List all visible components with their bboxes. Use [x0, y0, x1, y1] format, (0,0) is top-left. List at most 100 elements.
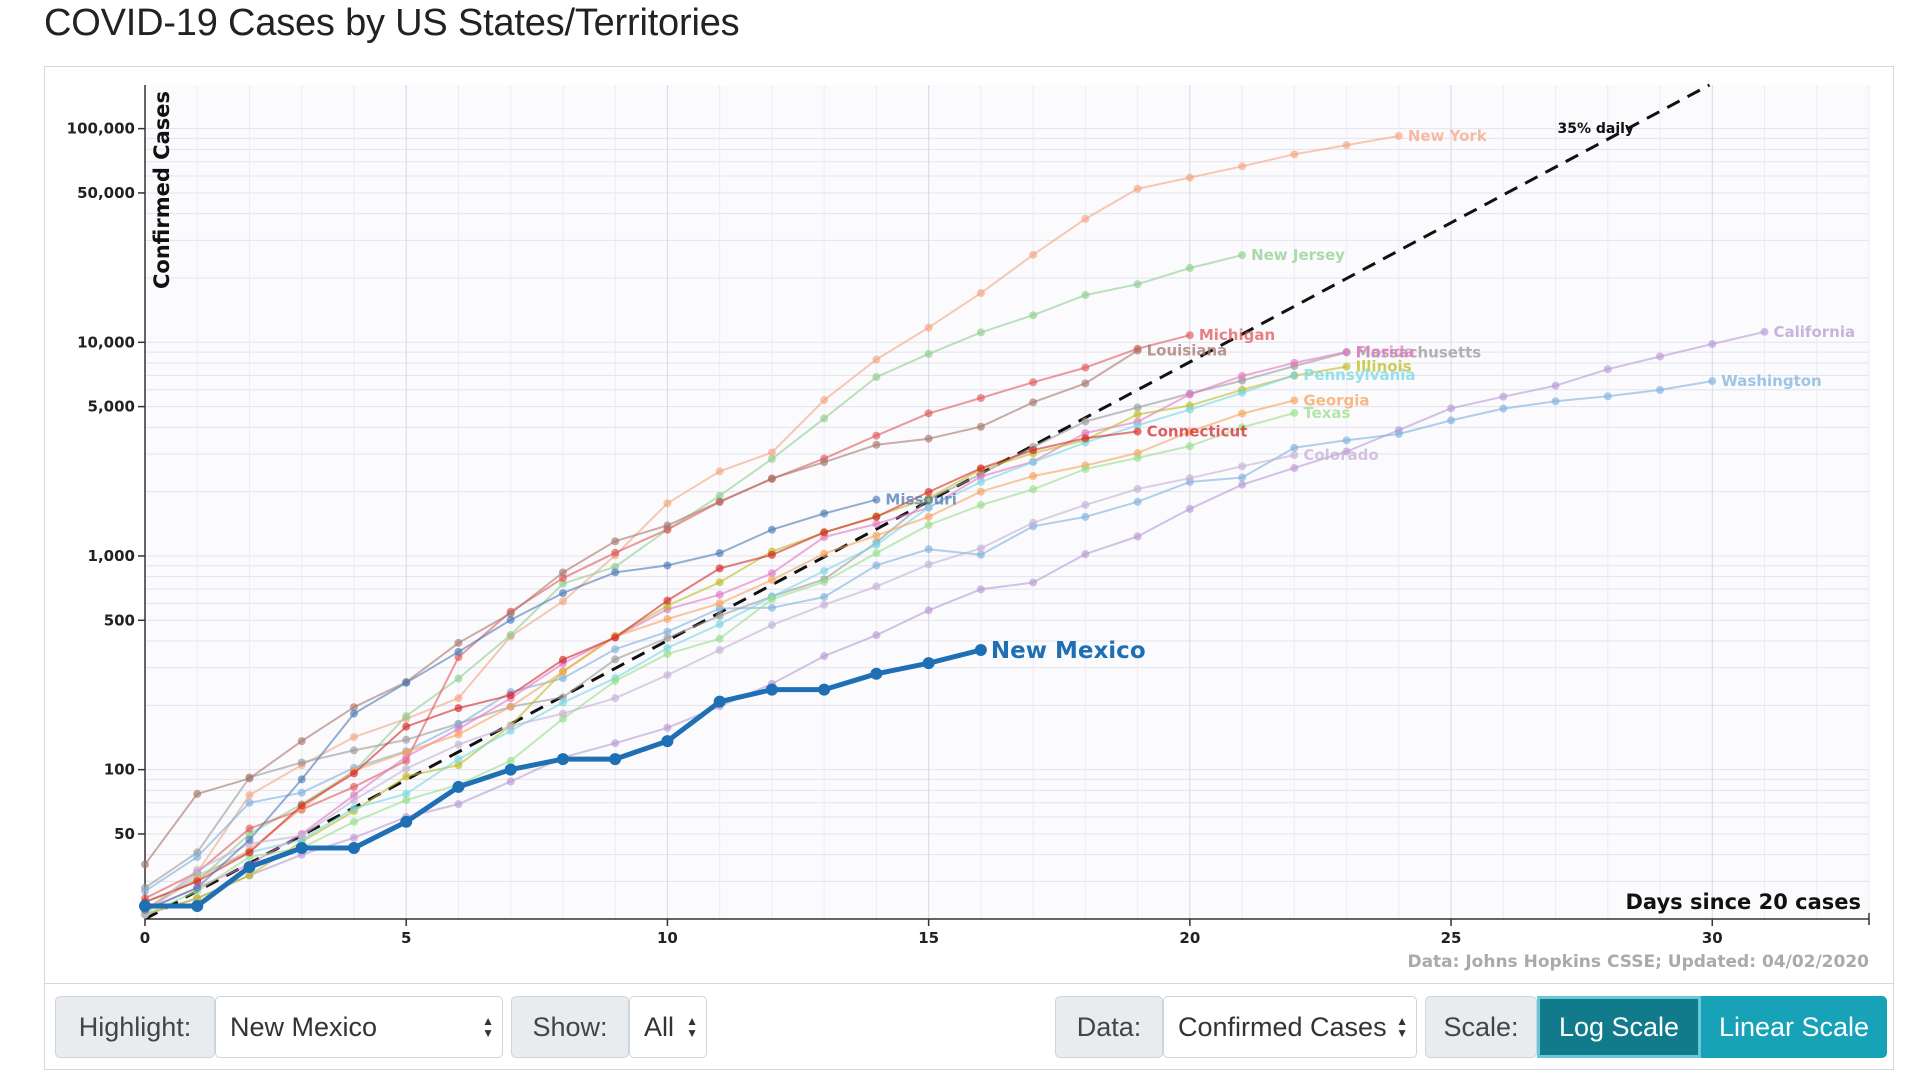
series-point [976, 544, 985, 553]
linear-scale-button[interactable]: Linear Scale [1701, 996, 1887, 1058]
series-point [454, 724, 463, 733]
series-point [402, 789, 411, 798]
series-point [663, 561, 672, 570]
series-point [558, 568, 567, 577]
highlight-select[interactable]: New Mexico ▲ ▼ [215, 996, 503, 1058]
x-tick-label: 5 [401, 929, 411, 947]
series-point [924, 606, 933, 615]
series-point [924, 323, 933, 332]
series-point [767, 474, 776, 483]
series-point [713, 695, 726, 708]
series-point [1133, 532, 1142, 541]
series-point [506, 691, 515, 700]
series-point [924, 494, 933, 503]
series-line [145, 351, 1347, 889]
series-point [454, 755, 463, 764]
series-point [1238, 162, 1247, 171]
series-point [715, 611, 724, 620]
series-point [1081, 512, 1090, 521]
series-point [1029, 398, 1038, 407]
series-point [872, 549, 881, 558]
series-point [1290, 451, 1299, 460]
series-point [1029, 458, 1038, 467]
series-point [347, 841, 360, 854]
series-point [349, 703, 358, 712]
series-point [1708, 340, 1717, 349]
series-point [872, 495, 881, 504]
series-label: Illinois [1356, 358, 1412, 376]
series-point [193, 789, 202, 798]
series-point [297, 831, 306, 840]
series-point [1342, 362, 1351, 371]
series-point [820, 396, 829, 405]
series-point [1029, 378, 1038, 387]
series-point [767, 603, 776, 612]
series-point [924, 545, 933, 554]
series-point [924, 434, 933, 443]
series-label: Michigan [1199, 326, 1275, 344]
series-point [454, 761, 463, 770]
x-tick-label: 30 [1702, 929, 1723, 947]
series-point [715, 467, 724, 476]
series-point [922, 657, 935, 670]
series-point [611, 548, 620, 557]
series-point [715, 549, 724, 558]
series-point [349, 769, 358, 778]
series-point [663, 643, 672, 652]
show-select[interactable]: All ▲ ▼ [629, 996, 707, 1058]
series-point [1029, 250, 1038, 259]
series-point [1081, 379, 1090, 388]
series-point [872, 582, 881, 591]
series-point [1238, 409, 1247, 418]
page-title: COVID-19 Cases by US States/Territories [44, 2, 740, 44]
series-label: Florida [1356, 343, 1415, 361]
series-point [818, 683, 831, 696]
series-point [611, 568, 620, 577]
series-point [556, 753, 569, 766]
series-point [141, 860, 149, 869]
series-point [1185, 331, 1194, 340]
log-scale-button[interactable]: Log Scale [1537, 996, 1701, 1058]
data-label: Data: [1055, 996, 1163, 1058]
series-point [1238, 473, 1247, 482]
series-point [1290, 358, 1299, 367]
series-point [1499, 404, 1508, 413]
series-point [506, 630, 515, 639]
y-tick-label: 100,000 [67, 120, 135, 138]
series-point [1238, 423, 1247, 432]
series-point [402, 712, 411, 721]
series-point [193, 865, 202, 874]
series-point [820, 414, 829, 423]
series-point [349, 833, 358, 842]
series-point [245, 791, 254, 800]
series-point [193, 853, 202, 862]
series-point [245, 835, 254, 844]
series-point [767, 550, 776, 559]
data-source-note: Data: Johns Hopkins CSSE; Updated: 04/02… [1407, 952, 1869, 972]
x-tick-label: 20 [1179, 929, 1200, 947]
series-point [611, 562, 620, 571]
y-tick-label: 100 [104, 761, 135, 779]
series-point [715, 634, 724, 643]
series-point [402, 764, 411, 773]
data-select[interactable]: Confirmed Cases ▲ ▼ [1163, 996, 1417, 1058]
series-point [506, 609, 515, 618]
series-point [767, 454, 776, 463]
series-point [976, 289, 985, 298]
series-point [506, 615, 515, 624]
series-point [1185, 264, 1194, 273]
series-point [976, 464, 985, 473]
show-select-value: All [644, 1011, 675, 1042]
series-point [924, 560, 933, 569]
series-point [767, 448, 776, 457]
series-point [715, 599, 724, 608]
series-point [1394, 429, 1403, 438]
series-point [1656, 352, 1665, 361]
series-point [1603, 365, 1612, 374]
series-point [715, 497, 724, 506]
series-point [1342, 447, 1351, 456]
series-point [1029, 311, 1038, 320]
series-point [767, 525, 776, 534]
series-point [663, 521, 672, 530]
series-point [820, 600, 829, 609]
